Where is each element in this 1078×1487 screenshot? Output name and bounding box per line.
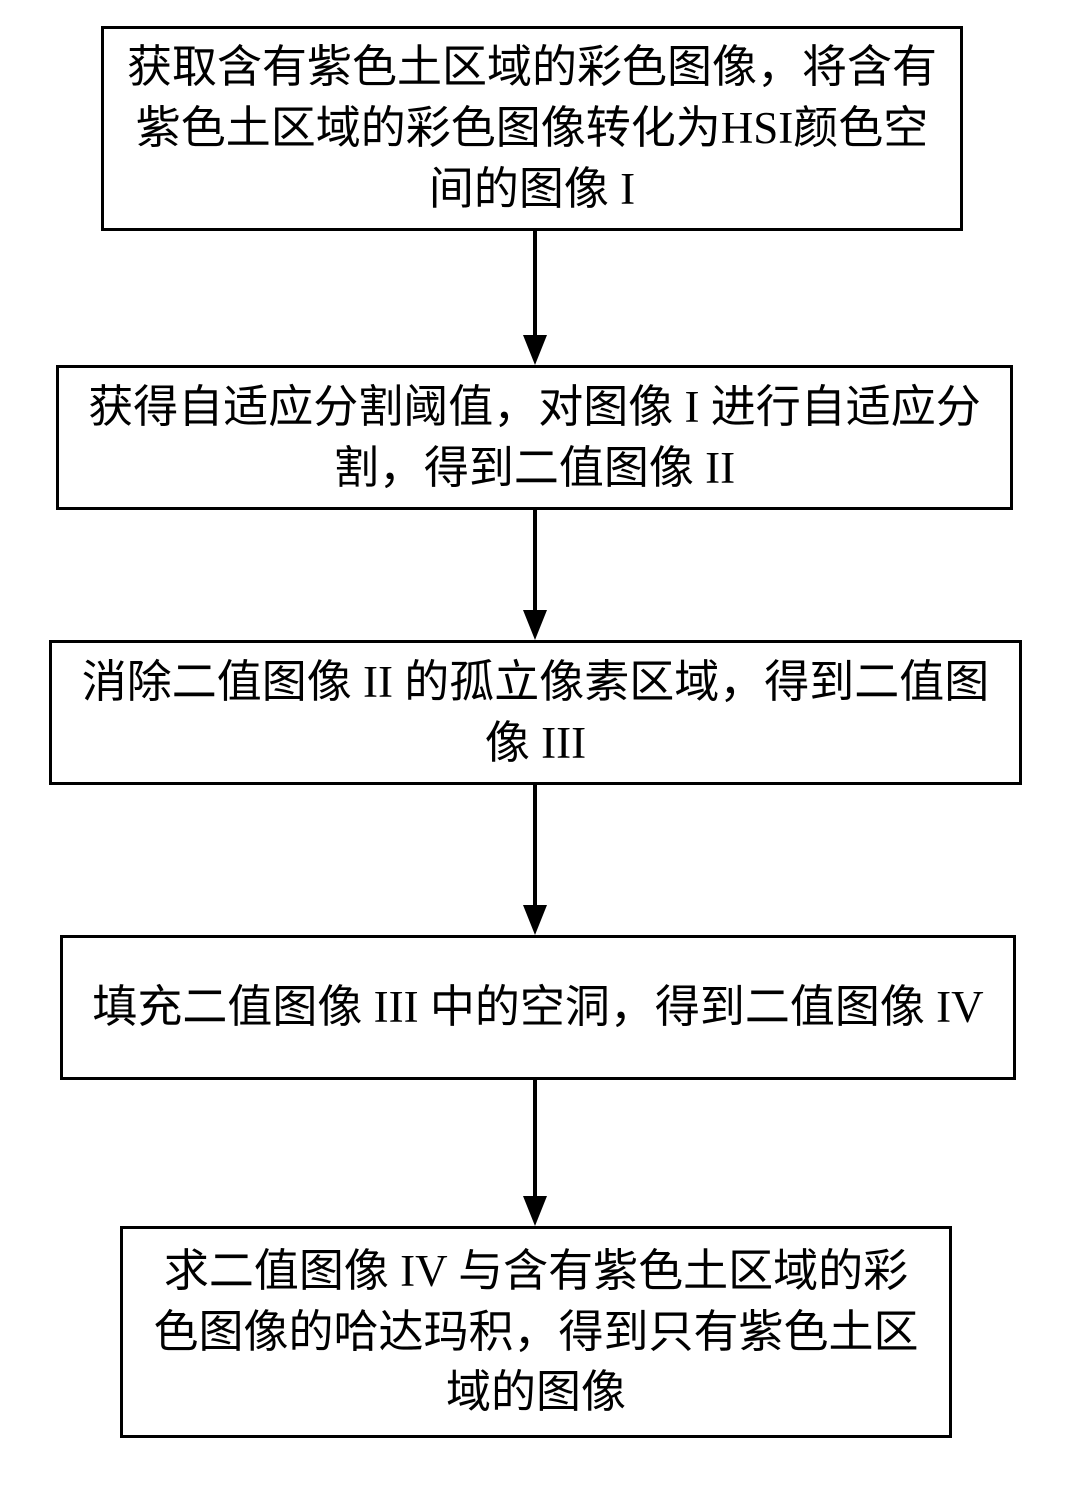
flow-node-4: 填充二值图像 III 中的空洞，得到二值图像 IV <box>60 935 1016 1080</box>
flow-node-5-text: 求二值图像 IV 与含有紫色土区域的彩色图像的哈达玛积，得到只有紫色土区域的图像 <box>143 1241 929 1423</box>
arrow-3-4 <box>515 785 555 935</box>
flow-node-2: 获得自适应分割阈值，对图像 I 进行自适应分割，得到二值图像 II <box>56 365 1013 510</box>
arrow-2-3 <box>515 510 555 640</box>
flow-node-3: 消除二值图像 II 的孤立像素区域，得到二值图像 III <box>49 640 1022 785</box>
flow-node-1: 获取含有紫色土区域的彩色图像，将含有紫色土区域的彩色图像转化为HSI颜色空间的图… <box>101 26 963 231</box>
arrow-1-2 <box>515 231 555 365</box>
flow-node-2-text: 获得自适应分割阈值，对图像 I 进行自适应分割，得到二值图像 II <box>79 377 990 499</box>
flow-node-1-text: 获取含有紫色土区域的彩色图像，将含有紫色土区域的彩色图像转化为HSI颜色空间的图… <box>124 37 940 219</box>
flow-node-3-text: 消除二值图像 II 的孤立像素区域，得到二值图像 III <box>72 652 999 774</box>
flowchart-canvas: 获取含有紫色土区域的彩色图像，将含有紫色土区域的彩色图像转化为HSI颜色空间的图… <box>0 0 1078 1487</box>
arrow-4-5 <box>515 1080 555 1226</box>
flow-node-4-text: 填充二值图像 III 中的空洞，得到二值图像 IV <box>83 977 993 1038</box>
flow-node-5: 求二值图像 IV 与含有紫色土区域的彩色图像的哈达玛积，得到只有紫色土区域的图像 <box>120 1226 952 1438</box>
